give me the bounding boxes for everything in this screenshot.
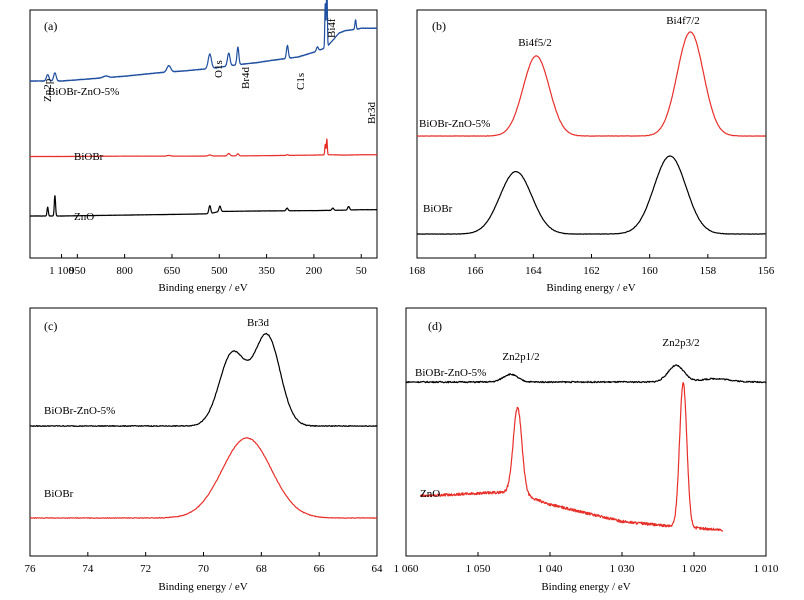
legend-b-biobr: BiOBr — [423, 203, 453, 215]
series-line-biobr-zno-5- — [416, 31, 766, 137]
x-tick-label: 650 — [164, 265, 181, 277]
x-tick-label: 164 — [525, 265, 542, 277]
panel-b-ticks: 168 166 164 162 160 158 156 — [409, 254, 775, 277]
x-tick-label: 1 020 — [682, 563, 707, 575]
panel-b-label: (b) — [432, 19, 446, 33]
x-tick-label: 1 100 — [49, 265, 74, 277]
panel-c-label: (c) — [44, 319, 57, 333]
x-tick-label: 72 — [140, 563, 151, 575]
annot-c-br3d: Br3d — [247, 317, 270, 329]
annot-a-o1s: O1s — [213, 60, 225, 78]
x-tick-label: 200 — [306, 265, 323, 277]
series-line-biobr — [416, 155, 766, 235]
x-tick-label: 168 — [409, 265, 426, 277]
panel-b-series — [416, 31, 766, 235]
x-tick-label: 156 — [758, 265, 775, 277]
x-tick-label: 64 — [372, 563, 384, 575]
x-tick-label: 1 050 — [466, 563, 491, 575]
annot-a-bi4f: Bi4f — [326, 18, 338, 38]
series-line-biobr — [30, 437, 378, 519]
annot-b-bi4f72: Bi4f7/2 — [666, 15, 700, 27]
legend-d-zno: ZnO — [420, 488, 440, 500]
x-tick-label: 50 — [356, 265, 368, 277]
x-tick-label: 1 040 — [538, 563, 563, 575]
panel-d-xlabel: Binding energy / eV — [541, 581, 630, 593]
x-tick-label: 70 — [198, 563, 210, 575]
x-tick-label: 66 — [314, 563, 326, 575]
annot-b-bi4f52: Bi4f5/2 — [518, 37, 552, 49]
panel-d: (d) 1 060 1 050 1 040 1 030 1 020 1 010 Bindi… — [394, 307, 779, 593]
series-line-biobr-zno-5- — [405, 364, 767, 384]
series-line-biobr — [29, 138, 378, 158]
series-line-biobr-zno-5- — [29, 332, 378, 427]
legend-a-biobr: BiOBr — [74, 151, 104, 163]
panel-d-series — [405, 364, 767, 532]
x-tick-label: 950 — [69, 265, 86, 277]
panel-a-label: (a) — [44, 19, 57, 33]
legend-a-biobr-zno: BiOBr-ZnO-5% — [48, 86, 119, 98]
x-tick-label: 1 060 — [394, 563, 419, 575]
panel-b-frame — [416, 9, 767, 259]
panel-c-series — [29, 332, 378, 519]
x-tick-label: 1 010 — [754, 563, 779, 575]
annot-a-c1s: C1s — [295, 73, 307, 90]
legend-c-biobr-zno: BiOBr-ZnO-5% — [44, 405, 115, 417]
annot-d-zn2p32: Zn2p3/2 — [662, 337, 699, 349]
legend-a-zno: ZnO — [74, 211, 94, 223]
x-tick-label: 166 — [467, 265, 484, 277]
x-tick-label: 162 — [583, 265, 600, 277]
x-tick-label: 1 030 — [610, 563, 635, 575]
annot-a-br4d: Br4d — [240, 67, 252, 90]
annot-a-br3d: Br3d — [366, 102, 378, 125]
annot-a-zn2p: Zn2p — [42, 78, 54, 102]
panel-c-frame — [29, 307, 378, 557]
panel-d-frame — [405, 307, 767, 557]
panel-c-xlabel: Binding energy / eV — [158, 581, 247, 593]
x-tick-label: 158 — [700, 265, 717, 277]
panel-a-frame — [29, 9, 378, 259]
x-tick-label: 160 — [641, 265, 658, 277]
panel-d-label: (d) — [428, 319, 442, 333]
panel-c: (c) 76 74 72 70 68 66 64 Binding energy / eV B… — [25, 307, 384, 593]
series-line-biobr-zno-5- — [29, 0, 378, 82]
panel-a-xlabel: Binding energy / eV — [158, 282, 247, 294]
panel-c-ticks: 76 74 72 70 68 66 64 — [25, 552, 384, 575]
panel-d-ticks: 1 060 1 050 1 040 1 030 1 020 1 010 — [394, 552, 779, 575]
panel-b: (b) 168 166 164 162 160 158 156 Binding energy… — [409, 9, 775, 294]
series-line-zno — [419, 382, 724, 532]
series-line-zno — [29, 195, 378, 217]
panel-b-xlabel: Binding energy / eV — [546, 282, 635, 294]
x-tick-label: 500 — [211, 265, 228, 277]
legend-b-biobr-zno: BiOBr-ZnO-5% — [419, 118, 490, 130]
x-tick-label: 76 — [25, 563, 37, 575]
annot-d-zn2p12: Zn2p1/2 — [502, 351, 539, 363]
x-tick-label: 800 — [116, 265, 133, 277]
x-tick-label: 68 — [256, 563, 268, 575]
legend-c-biobr: BiOBr — [44, 488, 74, 500]
legend-d-biobr-zno: BiOBr-ZnO-5% — [415, 367, 486, 379]
x-tick-label: 350 — [258, 265, 275, 277]
x-tick-label: 74 — [82, 563, 94, 575]
panel-a-series — [29, 0, 378, 217]
